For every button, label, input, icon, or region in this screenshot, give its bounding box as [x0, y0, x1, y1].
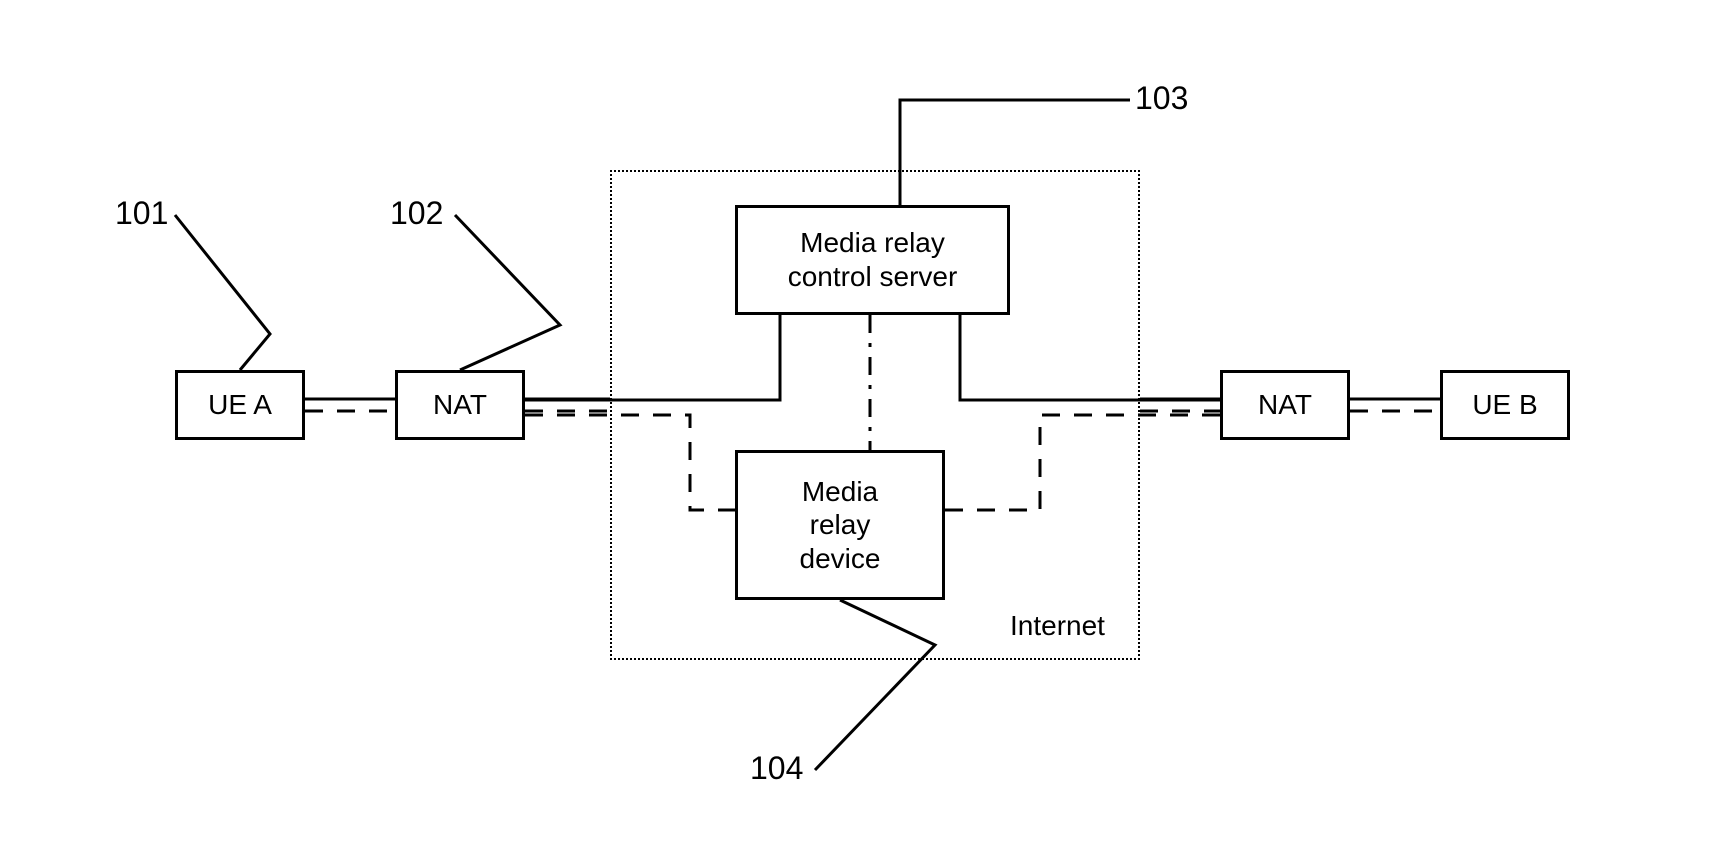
node-mrcs: Media relay control server [735, 205, 1010, 315]
node-nat-left: NAT [395, 370, 525, 440]
ref-104: 104 [750, 750, 803, 787]
node-nat-right-label: NAT [1258, 388, 1312, 422]
node-nat-left-label: NAT [433, 388, 487, 422]
node-ue-b: UE B [1440, 370, 1570, 440]
node-ue-b-label: UE B [1472, 388, 1537, 422]
node-ue-a: UE A [175, 370, 305, 440]
node-mrd-label: Media relay device [800, 475, 881, 576]
node-mrd: Media relay device [735, 450, 945, 600]
ref-103: 103 [1135, 80, 1188, 117]
node-ue-a-label: UE A [208, 388, 272, 422]
ref-101: 101 [115, 195, 168, 232]
internet-label: Internet [1010, 610, 1105, 642]
ref-102: 102 [390, 195, 443, 232]
node-mrcs-label: Media relay control server [788, 226, 958, 293]
node-nat-right: NAT [1220, 370, 1350, 440]
